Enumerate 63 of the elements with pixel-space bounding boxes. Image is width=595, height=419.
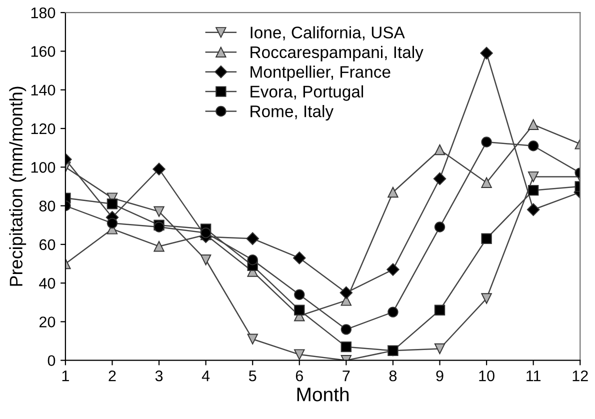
point [154,241,164,252]
point [247,334,258,344]
y-tick-label: 180 [31,7,56,18]
point [528,171,539,182]
legend-label: Roccarespampani, Italy [250,46,424,62]
y-tick-label: 60 [40,239,56,250]
point [106,198,118,210]
point [434,222,446,232]
x-tick-label: 2 [108,370,116,382]
point [200,254,212,266]
point [388,306,398,318]
x-tick-label: 10 [479,370,494,382]
point [481,293,492,304]
point [526,203,540,216]
y-tick-label: 100 [31,162,56,173]
point [434,144,446,156]
legend-label: Rome, Italy [250,105,334,121]
legend-label: Evora, Portugal [250,85,364,101]
y-tick-label: 20 [40,316,56,328]
point [340,324,352,335]
y-tick-label: 40 [39,278,56,289]
point [388,186,398,198]
legend-label: Montpellier, France [250,66,390,82]
point [294,304,305,316]
point [480,46,493,60]
point [246,232,259,245]
point [247,254,258,266]
point [152,162,166,176]
x-tick-label: 5 [248,370,256,382]
legend-label: Ione, California, USA [250,26,405,40]
x-tick-label: 9 [436,370,444,382]
point [481,136,492,148]
point [154,206,164,217]
y-tick-label: 0 [48,355,56,366]
x-axis-title: Month [297,387,349,402]
x-tick-label: 1 [62,370,69,382]
point [433,172,446,186]
point [294,349,305,360]
point [434,343,446,354]
point [106,218,118,229]
x-tick-label: 3 [155,370,163,382]
y-tick-label: 160 [31,46,56,57]
y-axis-title: Precipitation (mm/month) [9,86,26,286]
x-tick-label: 4 [202,370,210,382]
y-tick-label: 140 [31,84,56,96]
point [340,286,353,300]
x-tick-label: 6 [296,370,303,382]
point [294,289,305,300]
point [528,140,539,152]
x-tick-label: 11 [526,370,541,382]
x-tick-label: 8 [389,370,397,382]
y-tick-label: 120 [31,123,56,134]
point [528,184,539,196]
x-tick-label: 12 [572,370,588,382]
point [386,263,400,276]
point [340,341,352,352]
point [481,233,492,244]
point [434,304,446,316]
point [293,252,306,264]
point [528,119,539,130]
point [481,177,492,188]
x-tick-label: 7 [342,370,350,382]
y-tick-label: 80 [39,200,56,212]
